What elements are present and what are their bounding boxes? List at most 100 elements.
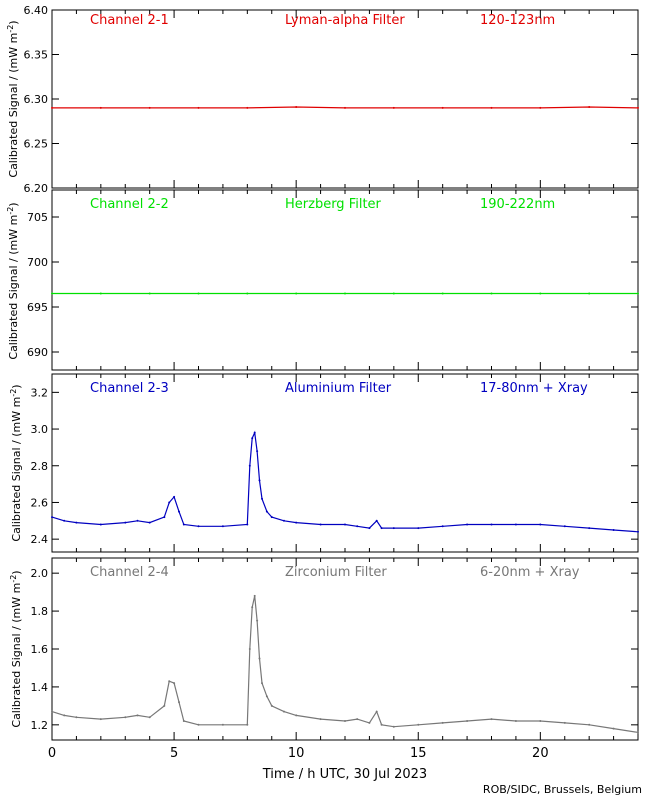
panel-2-data-point [539, 292, 542, 295]
panel-4-data-point [246, 723, 249, 726]
panel-2-data-point [588, 292, 591, 295]
panel-4-ylabel-tail: ) [10, 570, 23, 574]
panel-4-ylabel-sup: -2 [9, 575, 18, 583]
panel-4-data-point [75, 716, 78, 719]
x-tick-label: 10 [288, 746, 305, 761]
panel-2-data-point [148, 292, 151, 295]
panel-3-data-point [490, 523, 493, 526]
panel-4-band: 6-20nm + Xray [480, 565, 580, 580]
panel-3-ytick-label: 3.2 [31, 386, 49, 399]
panel-4-data-point [253, 594, 256, 597]
panel-4-data-point [197, 723, 200, 726]
panel-1-data-point [197, 106, 200, 109]
panel-3-data-point [261, 497, 263, 500]
panel-3-data-point [539, 523, 542, 526]
panel-4-data-point [168, 680, 171, 683]
panel-3-data-point [163, 516, 166, 519]
panel-2-band: 190-222nm [480, 197, 555, 212]
panel-3-data-point [178, 510, 180, 513]
panel-3-ytick-label: 2.6 [31, 496, 49, 509]
panel-3-data-point [63, 519, 66, 522]
panel-2: Channel 2-2 Herzberg Filter 190-222nm Ca… [6, 189, 639, 371]
panel-3-data-point [466, 523, 469, 526]
panel-1-data-point [490, 106, 493, 109]
panel-4-data-point [514, 720, 517, 722]
panel-4-data-point [256, 619, 259, 622]
panel-3-ytick-label: 2.8 [31, 460, 49, 473]
panel-2-ylabel: Calibrated Signal / (mW m-2) [6, 202, 20, 359]
panel-4-data-point [173, 682, 176, 685]
panel-4-data-point [63, 714, 66, 717]
panel-1-ylabel-sup: -2 [6, 25, 15, 33]
panel-3-data-point [344, 523, 346, 526]
panel-1-ytick-label: 6.20 [24, 182, 49, 195]
panel-4-filter: Zirconium Filter [285, 565, 387, 580]
panel-1-ylabel: Calibrated Signal / (mW m-2) [6, 20, 20, 177]
panel-1-ylabel-tail: ) [7, 20, 20, 24]
panel-4-ytick-label: 1.6 [31, 643, 49, 656]
x-tick-label: 20 [532, 746, 549, 761]
x-tick-label: 0 [48, 746, 56, 761]
panel-2-data-point [392, 292, 395, 295]
panel-3-data-point [295, 521, 298, 524]
panel-1-data-point [99, 106, 102, 109]
panel-4-channel: Channel 2-4 [90, 565, 169, 580]
panel-4-data-point [441, 721, 444, 724]
panel-3-data-point [514, 523, 517, 526]
panel-4-ytick-label: 1.4 [31, 681, 49, 694]
panel-4-data-point [417, 723, 420, 726]
panel-3-data-point [612, 529, 615, 531]
panel-2-ytick-label: 700 [27, 256, 48, 269]
panel-3-data-point [588, 527, 591, 530]
panel-4-ylabel: Calibrated Signal / (mW m-2) [9, 570, 23, 727]
panel-4-data-point [248, 648, 251, 650]
panel-2-data-point [441, 292, 444, 295]
x-axis-title: Time / h UTC, 30 Jul 2023 [262, 767, 427, 782]
panel-2-ytick-label: 690 [27, 346, 48, 359]
panel-4-data-point [270, 704, 273, 707]
panel-4-data-point [490, 718, 493, 721]
panel-1-data-point [51, 106, 53, 109]
panel-4-ytick-label: 1.8 [31, 605, 49, 618]
panel-4-data-point [99, 718, 102, 721]
panel-2-filter: Herzberg Filter [285, 197, 382, 212]
panel-2-data-point [490, 292, 493, 295]
panel-4-data-point [356, 718, 359, 721]
panel-4-data-point [251, 606, 254, 609]
panel-4-data-point [258, 657, 261, 660]
panel-4-data-point [136, 714, 139, 717]
panel-4-data-point [261, 682, 263, 685]
panel-3-data-point [380, 527, 383, 530]
panel-4-data-point [178, 701, 180, 704]
panel-3-data-point [246, 523, 249, 526]
panel-3-data-point [221, 525, 224, 528]
panel-4-data-point [265, 695, 268, 698]
panel-1-ytick-label: 6.25 [24, 138, 49, 151]
panel-3-data-point [319, 523, 322, 526]
panel-3-data-point [441, 525, 444, 528]
panel-4-data-point [612, 727, 615, 730]
panel-3-series-line [51, 430, 639, 533]
panel-1-ytick-label: 6.30 [24, 93, 49, 106]
panel-4-data-point [51, 710, 53, 713]
panel-2-ylabel-sup: -2 [6, 207, 15, 215]
panel-4-series-line [51, 595, 639, 733]
panel-4-data-point [182, 720, 185, 722]
panel-2-data-point [637, 292, 639, 295]
panel-2-ytick-label: 695 [27, 301, 48, 314]
panel-3-ylabel: Calibrated Signal / (mW m-2) [9, 384, 23, 541]
panel-1-channel: Channel 2-1 [90, 13, 169, 28]
panel-4-data-point [344, 720, 346, 722]
panel-3-data-point [258, 479, 261, 482]
panel-1-data-point [344, 106, 346, 109]
panel-3-data-point [99, 523, 102, 526]
panel-3-data-point [251, 437, 254, 440]
panel-4-ytick-label: 2.0 [31, 567, 49, 580]
panel-4-ytick-label: 1.2 [31, 719, 49, 732]
panel-1-data-point [392, 106, 395, 109]
panel-3-channel: Channel 2-3 [90, 381, 169, 396]
panel-3-data-point [265, 510, 268, 513]
panel-4-data-point [163, 704, 166, 707]
